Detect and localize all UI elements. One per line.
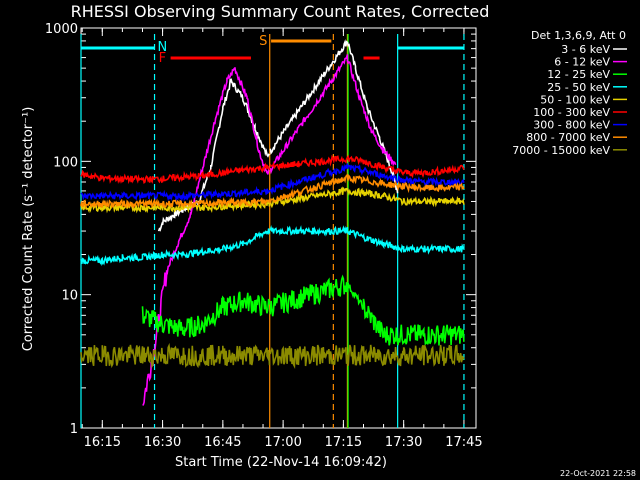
series-line	[269, 39, 399, 194]
legend-label: 3 - 6 keV	[561, 43, 610, 56]
legend-label: 7000 - 15000 keV	[512, 144, 610, 157]
series-line	[269, 173, 465, 204]
y-tick-label: 10	[61, 289, 78, 304]
x-tick-label: 16:30	[144, 435, 181, 450]
y-tick-label: 1000	[45, 22, 78, 37]
series-line	[80, 342, 271, 369]
legend-label: 6 - 12 keV	[554, 56, 610, 69]
x-axis-label: Start Time (22-Nov-14 16:09:42)	[175, 455, 387, 470]
axis-ticks: 16:15 16:30 16:45 17:00 17:15 17:30 17:45 1 10 10…	[45, 22, 483, 450]
series-line	[269, 162, 465, 195]
series-line	[80, 228, 271, 267]
flag-bars: NF S	[81, 34, 464, 66]
y-tick-label: 1	[70, 422, 78, 437]
legend-label: 25 - 50 keV	[547, 81, 610, 94]
legend-title: Det 1,3,6,9, Att 0	[531, 29, 626, 42]
series-group	[80, 39, 465, 406]
legend-label: 800 - 7000 keV	[526, 131, 610, 144]
plot-border	[80, 27, 477, 429]
x-tick-label: 17:30	[385, 435, 422, 450]
series-line	[269, 344, 465, 369]
series-line	[80, 185, 271, 203]
date-stamp: 22-Oct-2021 22:58	[560, 469, 636, 478]
series-line	[157, 78, 271, 232]
flag-label: N	[158, 40, 168, 55]
legend-label: 300 - 800 keV	[533, 119, 610, 132]
x-tick-label: 16:15	[84, 435, 121, 450]
series-line	[269, 54, 397, 175]
x-tick-label: 16:45	[204, 435, 241, 450]
series-line	[269, 154, 465, 179]
y-tick-label: 100	[53, 155, 78, 170]
chart-title: RHESSI Observing Summary Count Rates, Co…	[71, 2, 490, 21]
series-line	[269, 225, 465, 255]
legend-label: 12 - 25 keV	[547, 68, 610, 81]
plot-frame	[80, 27, 477, 429]
x-tick-label: 17:45	[445, 435, 482, 450]
y-axis-label: Corrected Count Rate (s⁻¹ detector⁻¹)	[21, 107, 36, 352]
series-line	[269, 274, 465, 346]
x-tick-label: 17:15	[325, 435, 362, 450]
flag-label: F	[159, 51, 166, 66]
x-tick-label: 17:00	[264, 435, 301, 450]
flag-label: S	[259, 34, 267, 49]
legend-label: 100 - 300 keV	[533, 106, 610, 119]
legend-label: 50 - 100 keV	[540, 93, 610, 106]
series-line	[142, 67, 270, 406]
series-line	[80, 162, 271, 185]
series-line	[269, 186, 465, 209]
series-line	[80, 196, 271, 210]
series-line	[141, 291, 271, 338]
